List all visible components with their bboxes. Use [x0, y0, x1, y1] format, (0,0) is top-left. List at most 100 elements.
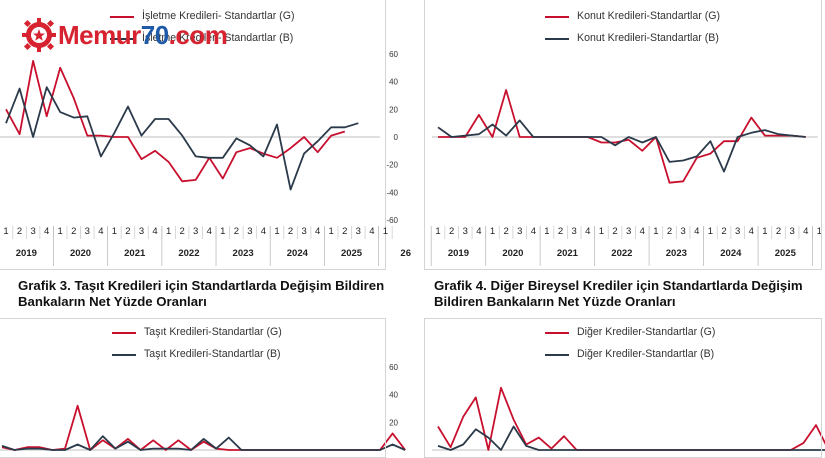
- x-year-label: 2025: [341, 248, 363, 259]
- legend-swatch-g: [110, 16, 134, 18]
- x-quarter-label: 4: [207, 226, 212, 237]
- y-tick-label: -60: [386, 216, 398, 225]
- x-quarter-label: 1: [58, 226, 63, 237]
- x-quarter-label: 2: [125, 226, 130, 237]
- x-year-label: 2022: [178, 248, 199, 259]
- x-quarter-label: 4: [261, 226, 266, 237]
- x-quarter-label: 1: [817, 226, 822, 237]
- y-tick-label: 20: [389, 418, 398, 427]
- watermark-text-c: .com: [168, 20, 228, 50]
- x-quarter-label: 2: [71, 226, 76, 237]
- chart-4-title-text: Grafik 4. Diğer Bireysel Krediler için S…: [434, 278, 803, 309]
- x-quarter-label: 2: [776, 226, 781, 237]
- legend-label: İşletme Kredileri- Standartlar (B): [142, 32, 294, 44]
- y-tick-label: 60: [389, 50, 398, 59]
- y-tick-label: -20: [386, 161, 398, 170]
- x-year-label: 2025: [775, 248, 797, 259]
- x-quarter-label: 4: [803, 226, 808, 237]
- y-tick-label: 20: [389, 105, 398, 114]
- x-year-label: 26: [400, 248, 411, 259]
- x-quarter-label: 2: [180, 226, 185, 237]
- x-quarter-label: 2: [721, 226, 726, 237]
- x-quarter-label: 4: [315, 226, 320, 237]
- legend-swatch-g: [112, 332, 136, 334]
- series-line-b: [437, 119, 806, 173]
- x-year-label: 2021: [124, 248, 146, 259]
- x-year-label: 2019: [448, 248, 469, 259]
- watermark-logo: Memur70.com: [22, 18, 242, 52]
- legend-label: Diğer Krediler-Standartlar (G): [577, 326, 716, 338]
- x-quarter-label: 3: [193, 226, 198, 237]
- series-line-b: [5, 86, 359, 191]
- legend-swatch-b: [110, 38, 134, 40]
- x-quarter-label: 4: [585, 226, 590, 237]
- y-tick-label: 60: [389, 363, 398, 372]
- x-quarter-label: 2: [667, 226, 672, 237]
- legend-swatch-g: [545, 332, 569, 334]
- x-quarter-label: 3: [85, 226, 90, 237]
- watermark-text: Memur70.com: [58, 18, 228, 52]
- x-quarter-label: 3: [572, 226, 577, 237]
- legend-label: Taşıt Kredileri-Standartlar (G): [144, 326, 282, 338]
- x-quarter-label: 1: [329, 226, 334, 237]
- legend-swatch-g: [545, 16, 569, 18]
- x-year-label: 2022: [611, 248, 632, 259]
- y-tick-label: 40: [389, 78, 398, 87]
- gear-logo-icon: [22, 18, 56, 52]
- x-quarter-label: 4: [640, 226, 645, 237]
- y-tick-label: 40: [389, 391, 398, 400]
- x-quarter-label: 4: [44, 226, 49, 237]
- x-quarter-label: 3: [356, 226, 361, 237]
- x-quarter-label: 1: [3, 226, 8, 237]
- x-quarter-label: 3: [517, 226, 522, 237]
- chart-2-frame: [424, 0, 822, 270]
- x-quarter-label: 1: [112, 226, 117, 237]
- series-line-g: [5, 60, 346, 183]
- x-quarter-label: 2: [342, 226, 347, 237]
- x-quarter-label: 1: [490, 226, 495, 237]
- legend-label: İşletme Kredileri- Standartlar (G): [142, 10, 295, 22]
- x-year-label: 2020: [502, 248, 523, 259]
- x-quarter-label: 1: [762, 226, 767, 237]
- legend-swatch-b: [112, 354, 136, 356]
- x-quarter-label: 4: [531, 226, 536, 237]
- x-quarter-label: 3: [735, 226, 740, 237]
- x-quarter-label: 3: [139, 226, 144, 237]
- x-quarter-label: 3: [626, 226, 631, 237]
- x-quarter-label: 3: [30, 226, 35, 237]
- x-year-label: 2020: [70, 248, 91, 259]
- x-quarter-label: 4: [369, 226, 374, 237]
- x-quarter-label: 4: [98, 226, 103, 237]
- y-tick-label: 0: [394, 133, 399, 142]
- x-quarter-label: 2: [17, 226, 22, 237]
- x-quarter-label: 1: [435, 226, 440, 237]
- x-quarter-label: 2: [503, 226, 508, 237]
- x-quarter-label: 1: [599, 226, 604, 237]
- x-year-label: 2019: [16, 248, 37, 259]
- x-quarter-label: 1: [653, 226, 658, 237]
- x-year-label: 2023: [666, 248, 687, 259]
- watermark-text-b: 70: [140, 20, 169, 50]
- x-quarter-label: 3: [247, 226, 252, 237]
- watermark-text-a: Memur: [58, 20, 141, 50]
- chart-1-frame: [0, 0, 386, 270]
- x-quarter-label: 1: [544, 226, 549, 237]
- x-quarter-label: 3: [463, 226, 468, 237]
- x-quarter-label: 4: [694, 226, 699, 237]
- y-tick-label: -40: [386, 188, 398, 197]
- legend-swatch-b: [545, 354, 569, 356]
- legend-swatch-b: [545, 38, 569, 40]
- x-quarter-label: 2: [288, 226, 293, 237]
- x-quarter-label: 4: [476, 226, 481, 237]
- chart-3-title: Grafik 3. Taşıt Kredileri için Standartl…: [18, 278, 398, 310]
- x-quarter-label: 2: [558, 226, 563, 237]
- legend-label: Konut Kredileri-Standartlar (B): [577, 32, 719, 44]
- x-quarter-label: 3: [301, 226, 306, 237]
- x-quarter-label: 2: [234, 226, 239, 237]
- x-quarter-label: 1: [220, 226, 225, 237]
- x-quarter-label: 3: [681, 226, 686, 237]
- chart-4-title: Grafik 4. Diğer Bireysel Krediler için S…: [434, 278, 819, 310]
- x-year-label: 2021: [557, 248, 579, 259]
- legend-label: Konut Kredileri-Standartlar (G): [577, 10, 721, 22]
